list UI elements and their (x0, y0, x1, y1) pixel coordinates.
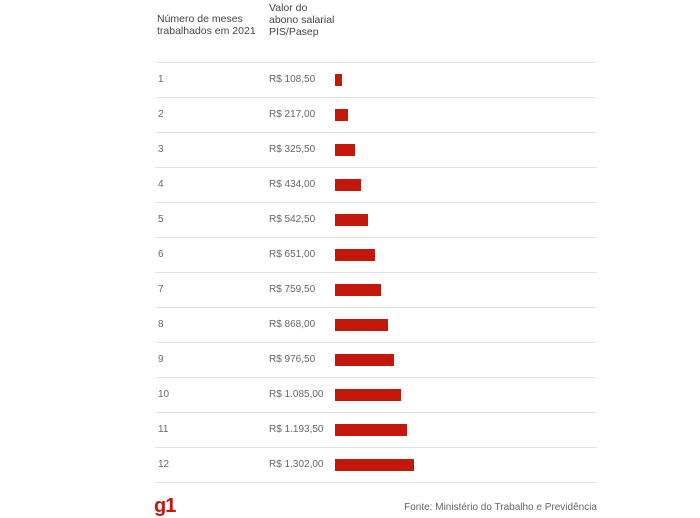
bar (335, 424, 407, 436)
value-label: R$ 976,50 (269, 354, 316, 365)
bar (335, 319, 388, 331)
value-label: R$ 542,50 (269, 214, 316, 225)
bar (335, 459, 414, 471)
footer: g1 Fonte: Ministério do Trabalho e Previ… (0, 490, 700, 518)
table-row: 2 R$ 217,00 (155, 97, 597, 132)
bar (335, 179, 361, 191)
value-label: R$ 108,50 (269, 74, 316, 85)
source-note: Fonte: Ministério do Trabalho e Previdên… (404, 502, 597, 513)
table-header: Número de meses trabalhados em 2021 Valo… (157, 0, 597, 62)
bar (335, 354, 394, 366)
bar (335, 249, 375, 261)
table-row: 5 R$ 542,50 (155, 202, 597, 237)
value-label: R$ 217,00 (269, 109, 316, 120)
month-label: 9 (158, 354, 164, 365)
table-row: 7 R$ 759,50 (155, 272, 597, 307)
table-row: 12 R$ 1.302,00 (155, 447, 597, 483)
value-label: R$ 868,00 (269, 319, 316, 330)
bar (335, 74, 342, 86)
month-label: 5 (158, 214, 164, 225)
bar (335, 109, 348, 121)
month-label: 4 (158, 179, 164, 190)
bar (335, 284, 381, 296)
header-value: Valor do abono salarial PIS/Pasep (269, 2, 335, 38)
bar (335, 144, 355, 156)
value-label: R$ 434,00 (269, 179, 316, 190)
value-label: R$ 1.085,00 (269, 389, 324, 400)
header-months: Número de meses trabalhados em 2021 (157, 13, 256, 37)
month-label: 8 (158, 319, 164, 330)
month-label: 3 (158, 144, 164, 155)
value-label: R$ 1.302,00 (269, 459, 324, 470)
month-label: 1 (158, 74, 164, 85)
table-row: 10 R$ 1.085,00 (155, 377, 597, 412)
value-label: R$ 651,00 (269, 249, 316, 260)
table-row: 4 R$ 434,00 (155, 167, 597, 202)
bar-table: 1 R$ 108,50 2 R$ 217,00 3 R$ 325,50 4 R$ 434,00… (155, 62, 597, 483)
value-label: R$ 325,50 (269, 144, 316, 155)
month-label: 12 (158, 459, 170, 470)
table-row: 1 R$ 108,50 (155, 62, 597, 97)
table-row: 9 R$ 976,50 (155, 342, 597, 377)
g1-logo: g1 (154, 495, 176, 517)
month-label: 11 (158, 424, 169, 435)
month-label: 10 (158, 389, 170, 400)
bar (335, 214, 368, 226)
month-label: 7 (158, 284, 164, 295)
table-row: 11 R$ 1.193,50 (155, 412, 597, 447)
value-label: R$ 759,50 (269, 284, 316, 295)
bar (335, 389, 401, 401)
month-label: 2 (158, 109, 164, 120)
table-row: 3 R$ 325,50 (155, 132, 597, 167)
table-row: 8 R$ 868,00 (155, 307, 597, 342)
table-row: 6 R$ 651,00 (155, 237, 597, 272)
month-label: 6 (158, 249, 164, 260)
value-label: R$ 1.193,50 (269, 424, 324, 435)
